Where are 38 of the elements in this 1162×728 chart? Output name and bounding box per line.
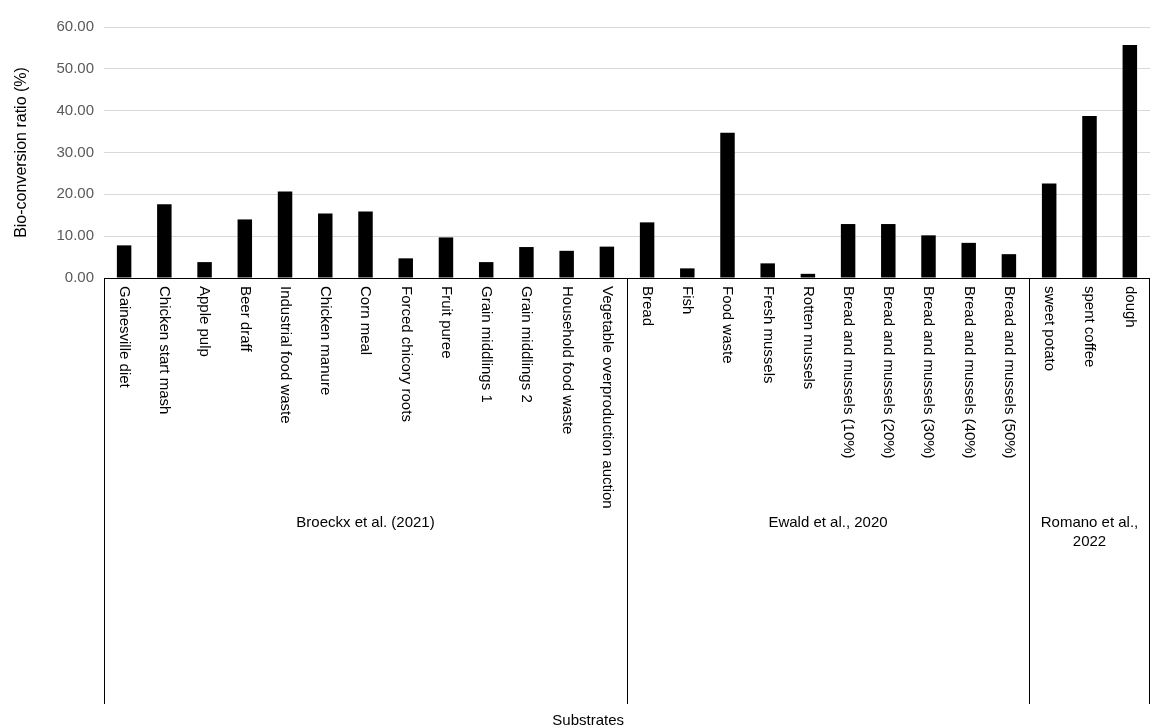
x-tick-label: spent coffee [1082, 286, 1100, 368]
x-tick-label: Apple pulp [197, 286, 215, 357]
x-tick-label: sweet potato [1042, 286, 1060, 372]
x-tick-label: Industrial food waste [277, 286, 295, 424]
x-tick-label: Beer draff [237, 286, 255, 353]
y-tick-label: 60.00 [56, 17, 94, 35]
y-tick-label: 30.00 [56, 142, 94, 160]
y-tick-label: 40.00 [56, 100, 94, 118]
y-tick-label: 10.00 [56, 226, 94, 244]
x-tick-label: Vegetable overproduction auction [599, 286, 617, 509]
x-tick-label: Bread and mussels (10%) [840, 286, 858, 459]
x-axis-title: Broeckx et al. (2021) [296, 513, 435, 531]
x-tick-label: Household food waste [559, 286, 577, 435]
x-tick-label: Rotten mussels [800, 286, 818, 390]
y-axis-title: Bio-conversion ratio (%) [12, 67, 30, 238]
x-tick-label: Chicken manure [318, 286, 336, 396]
y-tick-label: 0.00 [64, 268, 94, 286]
x-tick-label: Grain middlings 2 [519, 286, 537, 403]
x-axis-title: Romano et al., 2022 [1040, 513, 1139, 550]
x-tick-label: Bread and mussels (20%) [881, 286, 899, 459]
x-tick-label: Chicken start mash [157, 286, 175, 415]
x-tick-label: Fresh mussels [760, 286, 778, 384]
y-tick-label: 50.00 [56, 58, 94, 76]
x-tick-label: Bread [639, 286, 657, 327]
x-tick-label: Bread and mussels (40%) [961, 286, 979, 459]
text: Substrates [552, 710, 625, 728]
x-tick-label: Bread and mussels (50%) [1001, 286, 1019, 459]
y-tick-label: 20.00 [56, 184, 94, 202]
x-tick-label: Fruit puree [438, 286, 456, 359]
x-axis-title: Ewald et al., 2020 [768, 513, 888, 531]
x-tick-label: Fish [680, 286, 698, 315]
x-tick-label: Corn meal [358, 286, 376, 356]
x-tick-label: Bread and mussels (30%) [921, 286, 939, 459]
x-tick-label: Gainesville diet [116, 286, 134, 389]
x-tick-label: dough [1122, 286, 1140, 328]
x-tick-label: Food waste [720, 286, 738, 364]
x-tick-label: Grain middlings 1 [479, 286, 497, 403]
x-tick-label: Forced chicory roots [398, 286, 416, 422]
